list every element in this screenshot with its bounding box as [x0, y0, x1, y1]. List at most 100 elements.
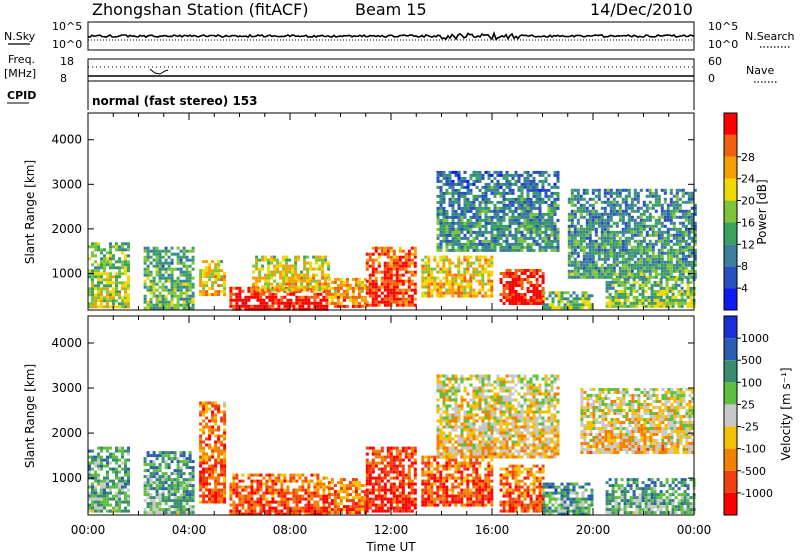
- power-cell: [614, 304, 618, 308]
- vel-cell: [268, 503, 272, 507]
- power-cell: [109, 260, 112, 264]
- power-cell: [514, 245, 518, 249]
- power-cell: [554, 291, 558, 295]
- power-cell: [681, 200, 685, 204]
- power-cell: [97, 296, 100, 300]
- power-cell: [627, 191, 631, 195]
- power-cell: [582, 260, 586, 264]
- vel-cell: [205, 416, 209, 420]
- power-cell: [681, 215, 685, 219]
- power-cell: [582, 269, 586, 273]
- vel-cell: [286, 506, 290, 510]
- power-cell: [357, 289, 361, 293]
- power-cell: [327, 273, 331, 277]
- power-cell: [686, 292, 690, 296]
- power-cell: [448, 239, 452, 243]
- power-cell: [669, 254, 673, 258]
- vel-cell: [188, 505, 192, 509]
- power-cell: [505, 236, 509, 240]
- power-cell: [582, 215, 586, 219]
- power-cell: [621, 200, 625, 204]
- vel-cell: [100, 503, 103, 507]
- power-cell: [496, 230, 500, 234]
- vel-cell: [188, 478, 192, 482]
- power-cell: [605, 289, 609, 293]
- power-cell: [182, 297, 186, 301]
- power-cell: [548, 306, 552, 310]
- power-cell: [436, 270, 440, 274]
- power-cell: [615, 272, 619, 276]
- power-cell: [365, 264, 369, 268]
- power-cell: [301, 304, 305, 308]
- vel-cell: [152, 481, 156, 485]
- power-cell: [454, 200, 458, 204]
- vel-cell: [97, 509, 100, 513]
- vel-cell: [211, 500, 215, 504]
- vel-cell: [106, 503, 109, 507]
- power-cell: [615, 254, 619, 258]
- power-cell: [457, 255, 461, 259]
- power-cell: [588, 269, 592, 273]
- power-cell: [520, 188, 524, 192]
- nsky-tick-top: 10^5: [52, 20, 82, 33]
- power-cell: [532, 293, 536, 296]
- power-cell: [666, 263, 670, 267]
- power-cell: [466, 248, 470, 252]
- vel-cell: [176, 496, 180, 500]
- power-cell: [514, 221, 518, 225]
- vel-cell: [199, 455, 203, 459]
- vel-cell: [100, 464, 103, 468]
- power-cell: [535, 194, 539, 198]
- vel-cell: [191, 478, 195, 482]
- vel-cell: [277, 473, 281, 477]
- vel-cell: [235, 503, 239, 507]
- vel-cell: [289, 491, 293, 495]
- power-cell: [124, 299, 127, 303]
- power-cell: [457, 215, 461, 219]
- power-cell: [614, 298, 618, 302]
- power-cell: [106, 251, 109, 255]
- vel-cell: [170, 490, 174, 494]
- power-cell: [306, 285, 310, 289]
- power-cell: [448, 279, 452, 283]
- power-cell: [660, 215, 664, 219]
- vel-cell: [167, 451, 171, 455]
- power-cell: [553, 200, 557, 204]
- power-cell: [325, 298, 329, 302]
- vel-cell: [229, 482, 233, 486]
- power-cell: [588, 242, 592, 246]
- power-cell: [669, 260, 673, 264]
- power-cell: [466, 191, 470, 195]
- vel-cell: [143, 481, 147, 485]
- power-cell: [585, 209, 589, 213]
- power-cell: [624, 209, 628, 213]
- power-cell: [339, 277, 343, 281]
- vel-cell: [220, 482, 224, 486]
- power-cell: [448, 179, 452, 183]
- power-cell: [424, 276, 428, 280]
- power-cell: [526, 287, 530, 290]
- power-cell: [258, 270, 262, 274]
- power-cell: [267, 288, 271, 292]
- power-cell: [182, 261, 186, 265]
- vel-cell: [112, 458, 115, 462]
- power-cell: [484, 294, 488, 298]
- power-cell: [481, 270, 485, 274]
- power-cell: [508, 200, 512, 204]
- power-cell: [603, 230, 607, 234]
- power-cell: [642, 218, 646, 222]
- power-cell: [448, 215, 452, 219]
- power-cell: [297, 258, 301, 262]
- power-cell: [478, 273, 482, 277]
- power-cell: [424, 294, 428, 298]
- power-cell: [427, 276, 431, 280]
- vel-cell: [173, 496, 177, 500]
- power-cell: [647, 301, 651, 305]
- power-cell: [167, 300, 171, 304]
- power-cell: [439, 200, 443, 204]
- power-cell: [538, 236, 542, 240]
- power-cell: [526, 206, 530, 210]
- power-cell: [179, 297, 183, 301]
- power-cell: [398, 258, 402, 262]
